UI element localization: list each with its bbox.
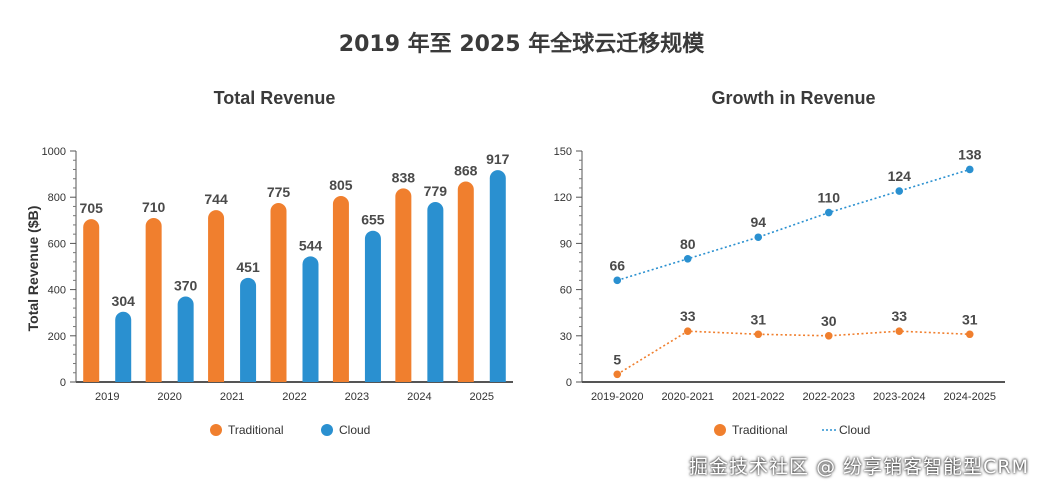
line-chart-title: Growth in Revenue — [711, 88, 875, 108]
bar-data-label: 868 — [454, 162, 478, 178]
bar-traditional-2019 — [83, 219, 100, 382]
bar-traditional-2022 — [270, 202, 287, 382]
bar-cloud-2023 — [364, 230, 381, 382]
bar-y-axis-label: Total Revenue ($B) — [25, 206, 41, 332]
bar-cloud-2025 — [489, 170, 506, 382]
bar-traditional-2023 — [332, 196, 349, 382]
bar-data-label: 779 — [424, 183, 448, 199]
bar-data-label: 370 — [174, 278, 198, 294]
line-x-tick-label: 2019-2020 — [591, 391, 644, 403]
bar-y-tick-label: 800 — [48, 192, 66, 204]
line-point-traditional — [613, 370, 622, 379]
line-point-traditional — [683, 327, 692, 335]
line-legend-traditional-marker — [714, 424, 726, 436]
line-point-traditional — [754, 330, 763, 339]
line-y-tick-label: 60 — [560, 285, 572, 297]
line-data-label: 33 — [680, 308, 696, 324]
bar-data-label: 744 — [204, 191, 228, 207]
line-data-label: 110 — [817, 190, 840, 206]
bar-y-tick-label: 0 — [60, 377, 66, 389]
line-point-cloud — [683, 254, 692, 263]
bar-y-tick-label: 600 — [48, 238, 66, 250]
line-point-traditional — [965, 330, 974, 339]
bar-data-label: 544 — [299, 237, 323, 253]
bar-y-tick-label: 1000 — [42, 146, 66, 158]
watermark: 掘金技术社区 @ 纷享销客智能型CRM — [689, 456, 1029, 478]
line-point-cloud — [613, 276, 622, 285]
line-y-tick-label: 90 — [560, 238, 572, 250]
line-data-label: 94 — [750, 214, 766, 230]
line-legend-traditional-label: Traditional — [732, 423, 788, 437]
bar-cloud-2024 — [427, 202, 444, 382]
line-series-cloud — [617, 168, 970, 282]
bar-x-tick-label: 2024 — [407, 391, 431, 403]
bar-data-label: 917 — [486, 151, 510, 167]
line-data-label: 124 — [888, 168, 912, 184]
bar-y-tick-label: 400 — [48, 285, 66, 297]
line-y-tick-label: 150 — [554, 146, 572, 158]
bar-x-tick-label: 2021 — [220, 391, 244, 403]
bar-data-label: 775 — [267, 184, 291, 200]
line-y-tick-label: 30 — [560, 331, 572, 343]
line-x-tick-label: 2021-2022 — [732, 391, 785, 403]
line-y-tick-label: 0 — [566, 377, 572, 389]
bar-x-tick-label: 2025 — [470, 391, 494, 403]
bar-data-label: 451 — [236, 259, 260, 275]
bar-legend-cloud-marker — [321, 424, 333, 436]
bar-y-tick-label: 200 — [48, 331, 66, 343]
bar-x-tick-label: 2019 — [95, 391, 119, 403]
bar-cloud-2021 — [240, 277, 257, 382]
line-x-tick-label: 2024-2025 — [943, 391, 996, 403]
bar-x-tick-label: 2020 — [157, 391, 181, 403]
bar-cloud-2020 — [177, 296, 194, 382]
line-x-tick-label: 2022-2023 — [802, 391, 855, 403]
bar-legend-cloud-label: Cloud — [339, 423, 370, 437]
bar-chart-title: Total Revenue — [214, 88, 336, 108]
line-point-traditional — [824, 332, 833, 340]
line-point-cloud — [824, 208, 833, 217]
bar-traditional-2020 — [145, 217, 162, 382]
bar-data-label: 655 — [361, 212, 385, 228]
bar-traditional-2025 — [457, 181, 474, 382]
bar-x-tick-label: 2022 — [282, 391, 306, 403]
line-data-label: 5 — [613, 351, 621, 367]
line-point-cloud — [965, 165, 974, 174]
bar-data-label: 304 — [112, 293, 136, 309]
line-series-traditional — [616, 330, 970, 375]
line-data-label: 30 — [821, 313, 837, 329]
line-data-label: 31 — [962, 311, 978, 327]
line-data-label: 66 — [609, 257, 625, 273]
bar-cloud-2019 — [115, 311, 132, 382]
bar-data-label: 838 — [392, 169, 416, 185]
line-data-label: 138 — [958, 146, 982, 162]
line-data-label: 80 — [680, 236, 696, 252]
page-title: 2019 年至 2025 年全球云迁移规模 — [338, 32, 705, 57]
line-y-tick-label: 120 — [554, 192, 572, 204]
line-point-traditional — [895, 327, 904, 335]
line-legend-cloud-label: Cloud — [839, 423, 870, 437]
bar-cloud-2022 — [302, 256, 319, 382]
line-point-cloud — [895, 187, 904, 195]
line-data-label: 31 — [750, 311, 766, 327]
line-point-cloud — [754, 233, 763, 242]
bar-x-tick-label: 2023 — [345, 391, 369, 403]
bar-traditional-2024 — [395, 188, 412, 382]
bar-legend-traditional-marker — [210, 424, 222, 436]
bar-traditional-2021 — [208, 210, 225, 382]
line-x-tick-label: 2020-2021 — [661, 391, 714, 403]
bar-data-label: 705 — [80, 200, 104, 216]
line-data-label: 33 — [891, 308, 907, 324]
bar-data-label: 805 — [329, 177, 353, 193]
bar-legend-traditional-label: Traditional — [228, 423, 284, 437]
bar-data-label: 710 — [142, 199, 166, 215]
line-x-tick-label: 2023-2024 — [873, 391, 926, 403]
